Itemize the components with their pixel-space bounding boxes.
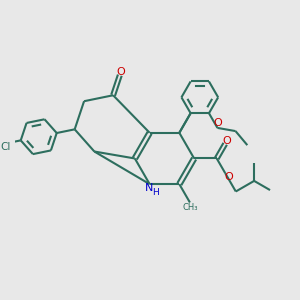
Text: Cl: Cl <box>0 142 11 152</box>
Text: O: O <box>224 172 233 182</box>
Text: O: O <box>213 118 222 128</box>
Text: CH₃: CH₃ <box>182 203 198 212</box>
Text: O: O <box>117 67 126 77</box>
Text: N: N <box>145 182 153 193</box>
Text: O: O <box>222 136 231 146</box>
Text: H: H <box>152 188 159 196</box>
